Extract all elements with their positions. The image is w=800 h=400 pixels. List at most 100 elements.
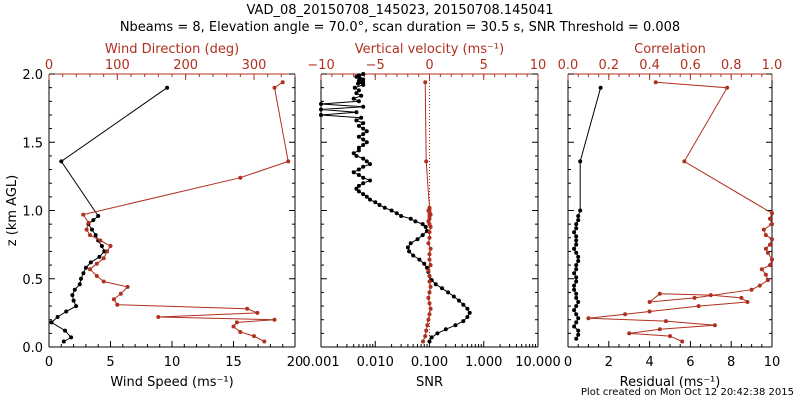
right-correlation-point — [763, 272, 768, 277]
right-residual-point — [574, 234, 579, 239]
middle-snr-point — [443, 327, 448, 332]
middle-vertical-velocity-point — [427, 274, 432, 278]
right-correlation-point — [765, 278, 770, 283]
right-correlation-point — [725, 85, 730, 90]
middle-snr-point — [377, 203, 382, 207]
left-top-axis-title: Wind Direction (deg) — [105, 42, 239, 57]
middle-top-tick-label: 5 — [480, 58, 488, 73]
left-wind-direction-line — [82, 81, 289, 342]
right-correlation-line — [588, 81, 773, 342]
right-residual-point — [574, 238, 579, 243]
left-top-tick-label: 0 — [45, 58, 53, 73]
middle-snr-point — [435, 331, 440, 336]
middle-snr-point — [356, 183, 361, 188]
right-residual-point — [572, 246, 577, 251]
middle-vertical-velocity-point — [427, 301, 432, 306]
middle-snr-point — [461, 302, 466, 307]
middle-snr-point — [364, 129, 369, 134]
right-residual-point — [574, 295, 579, 300]
middle-snr-point — [382, 205, 387, 210]
right-top-tick-label: 1.0 — [762, 58, 783, 73]
right-residual-point — [576, 316, 581, 321]
left-wind-speed-point — [64, 309, 69, 314]
middle-vertical-velocity-point — [427, 279, 432, 284]
right-residual-point — [572, 308, 577, 313]
left-wind-direction-point — [94, 274, 99, 278]
y-tick-label: 0.5 — [22, 273, 43, 288]
right-correlation-point — [770, 257, 774, 262]
right-residual-point — [598, 85, 603, 90]
middle-vertical-velocity-point — [423, 334, 428, 339]
middle-snr-point — [368, 162, 372, 167]
y-tick-label: 0.0 — [22, 341, 43, 356]
middle-vertical-velocity-point — [427, 230, 432, 235]
middle-snr-point — [354, 91, 359, 96]
middle-snr-point — [351, 96, 356, 101]
middle-snr-point — [420, 222, 425, 227]
left-top-tick-label: 200 — [173, 58, 198, 73]
middle-vertical-velocity-point — [425, 323, 430, 328]
middle-snr-point — [368, 178, 372, 183]
middle-bottom-tick-label: 10.000 — [515, 355, 561, 370]
y-tick-label: 2.0 — [22, 68, 43, 83]
left-wind-speed-point — [83, 265, 88, 270]
left-wind-direction-point — [105, 249, 110, 254]
middle-snr-point — [319, 102, 323, 106]
right-correlation-point — [768, 216, 772, 221]
left-wind-speed-point — [97, 254, 102, 259]
right-correlation-point — [712, 323, 717, 328]
middle-snr-point — [361, 126, 366, 131]
right-residual-point — [578, 208, 583, 213]
middle-snr-point — [364, 159, 369, 164]
right-correlation-point — [763, 233, 768, 238]
right-top-tick-label: 0.8 — [721, 58, 742, 73]
middle-top-axis-title: Vertical velocity (ms⁻¹) — [355, 42, 504, 57]
left-wind-direction-point — [101, 279, 106, 284]
middle-snr-point — [465, 306, 470, 311]
middle-snr-point — [361, 156, 366, 161]
middle-snr-point — [361, 80, 366, 85]
right-residual-point — [572, 271, 577, 276]
left-wind-direction-point — [84, 227, 89, 232]
middle-snr-point — [451, 294, 456, 299]
middle-vertical-velocity-point — [423, 80, 428, 85]
right-correlation-point — [627, 331, 632, 336]
middle-snr-point — [361, 181, 366, 186]
right-correlation-point — [647, 309, 652, 314]
right-residual-line — [573, 87, 602, 340]
left-wind-direction-point — [238, 175, 243, 180]
right-top-tick-label: 0.6 — [680, 58, 701, 73]
left-wind-direction-point — [272, 85, 277, 90]
middle-snr-point — [461, 319, 466, 324]
middle-snr-point — [361, 72, 366, 76]
middle-snr-point — [356, 99, 361, 104]
middle-snr-point — [319, 107, 323, 112]
middle-snr-point — [364, 140, 369, 145]
right-residual-point — [574, 336, 579, 341]
left-wind-direction-point — [156, 315, 161, 319]
left-wind-speed-line — [50, 87, 168, 342]
right-correlation-point — [663, 319, 668, 324]
middle-snr-point — [408, 241, 413, 246]
left-wind-speed-point — [59, 159, 64, 164]
middle-top-tick-label: 0 — [425, 58, 433, 73]
middle-snr-point — [351, 151, 356, 156]
left-wind-direction-point — [252, 334, 256, 339]
right-residual-point — [578, 159, 583, 164]
middle-snr-point — [427, 339, 432, 344]
left-wind-direction-point — [231, 324, 236, 329]
right-residual-point — [574, 304, 579, 309]
middle-snr-point — [368, 197, 372, 202]
middle-snr-point — [433, 282, 438, 287]
right-bottom-tick-label: 2 — [605, 355, 613, 370]
middle-vertical-velocity-point — [421, 339, 425, 344]
right-correlation-point — [623, 312, 628, 317]
middle-snr-point — [467, 310, 472, 315]
right-residual-point — [572, 230, 577, 235]
middle-snr-point — [415, 237, 420, 242]
plot-timestamp: Plot created on Mon Oct 12 20:42:38 2015 — [580, 387, 794, 398]
right-top-axis-title: Correlation — [634, 42, 706, 57]
middle-vertical-velocity-point — [427, 257, 432, 262]
middle-snr-point — [359, 93, 364, 98]
